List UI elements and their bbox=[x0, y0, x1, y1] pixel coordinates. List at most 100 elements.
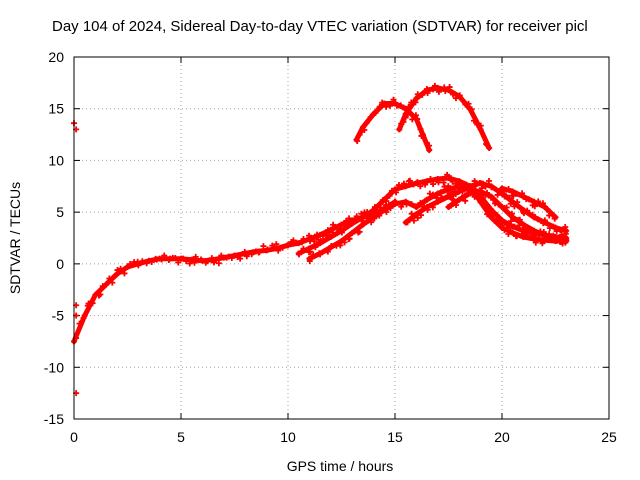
data-point bbox=[306, 245, 313, 252]
data-point bbox=[300, 245, 307, 252]
data-point bbox=[494, 219, 501, 226]
data-point bbox=[438, 189, 445, 196]
y-axis-label: SDTVAR / TECUs bbox=[7, 182, 23, 294]
data-point bbox=[470, 117, 477, 124]
data-point bbox=[327, 233, 334, 240]
y-tick-label: 0 bbox=[56, 256, 64, 272]
chart-title: Day 104 of 2024, Sidereal Day-to-day VTE… bbox=[52, 18, 588, 35]
x-tick-labels: 0 5 10 15 20 25 bbox=[70, 429, 617, 445]
data-point bbox=[449, 178, 456, 185]
y-tick-label: 15 bbox=[48, 101, 64, 117]
data-point bbox=[338, 238, 345, 245]
data-point bbox=[358, 217, 365, 224]
data-point bbox=[499, 224, 505, 231]
data-point bbox=[471, 178, 478, 185]
data-point bbox=[204, 258, 211, 265]
data-point bbox=[482, 183, 489, 190]
data-point bbox=[413, 116, 420, 123]
data-point bbox=[383, 103, 390, 110]
data-point bbox=[338, 227, 345, 234]
data-point bbox=[541, 219, 548, 226]
data-point bbox=[99, 283, 106, 290]
data-point bbox=[516, 216, 523, 223]
data-point bbox=[456, 178, 463, 185]
data-points bbox=[71, 82, 570, 397]
data-point bbox=[519, 190, 526, 197]
data-point bbox=[460, 182, 467, 189]
data-point bbox=[330, 221, 337, 228]
data-point bbox=[395, 182, 402, 189]
data-point bbox=[392, 100, 398, 107]
data-point bbox=[386, 102, 393, 109]
data-point bbox=[353, 213, 360, 220]
data-point bbox=[417, 199, 424, 206]
data-point bbox=[242, 250, 249, 257]
data-point bbox=[408, 201, 415, 208]
data-point bbox=[269, 242, 276, 249]
data-point bbox=[446, 84, 453, 91]
data-point bbox=[513, 190, 520, 197]
data-point bbox=[520, 221, 527, 228]
data-point bbox=[92, 291, 99, 298]
data-point bbox=[488, 193, 495, 200]
data-point bbox=[453, 202, 460, 209]
data-point bbox=[199, 257, 206, 264]
y-tick-label: 20 bbox=[48, 49, 64, 65]
data-point bbox=[178, 255, 184, 262]
y-tick-label: 10 bbox=[48, 152, 64, 168]
data-point bbox=[525, 196, 532, 203]
data-point bbox=[430, 181, 437, 188]
data-point bbox=[538, 230, 545, 237]
data-point bbox=[477, 188, 484, 195]
data-point bbox=[442, 88, 449, 95]
data-point bbox=[381, 207, 388, 214]
data-point bbox=[546, 225, 553, 232]
y-tick-labels: -15 -10 -5 0 5 10 15 20 bbox=[44, 49, 64, 427]
data-point bbox=[410, 217, 417, 224]
data-point bbox=[376, 103, 383, 110]
data-point bbox=[191, 259, 198, 266]
data-point bbox=[139, 258, 146, 265]
data-point bbox=[531, 236, 538, 243]
data-point bbox=[505, 231, 512, 238]
data-point bbox=[456, 196, 463, 203]
data-point bbox=[210, 256, 217, 263]
data-point bbox=[502, 192, 509, 199]
data-point bbox=[541, 231, 548, 238]
data-point bbox=[466, 183, 473, 190]
data-point bbox=[225, 253, 232, 260]
data-point bbox=[499, 190, 505, 197]
data-point bbox=[484, 211, 491, 218]
data-point bbox=[117, 265, 124, 272]
data-point bbox=[188, 256, 195, 263]
data-point bbox=[486, 145, 493, 152]
data-point bbox=[532, 239, 539, 246]
data-point bbox=[511, 203, 518, 210]
data-point bbox=[450, 196, 457, 203]
grid-lines bbox=[74, 57, 609, 419]
data-point bbox=[426, 190, 433, 197]
data-point bbox=[145, 257, 152, 264]
data-point bbox=[312, 244, 319, 251]
data-point bbox=[419, 131, 426, 138]
data-point bbox=[349, 229, 356, 236]
data-point bbox=[121, 270, 128, 277]
data-point bbox=[385, 201, 392, 208]
data-point bbox=[402, 219, 409, 226]
data-point bbox=[539, 200, 546, 207]
data-point bbox=[306, 236, 313, 243]
data-point bbox=[363, 120, 370, 127]
data-point bbox=[419, 91, 426, 98]
data-point bbox=[370, 110, 377, 117]
data-point bbox=[445, 203, 452, 210]
data-point bbox=[477, 198, 484, 205]
data-point bbox=[563, 227, 570, 234]
data-point bbox=[412, 99, 419, 106]
data-point bbox=[484, 141, 491, 148]
data-point bbox=[341, 239, 348, 246]
data-point bbox=[317, 240, 324, 247]
data-point bbox=[279, 244, 286, 251]
data-point bbox=[527, 230, 534, 237]
data-point bbox=[435, 88, 442, 95]
